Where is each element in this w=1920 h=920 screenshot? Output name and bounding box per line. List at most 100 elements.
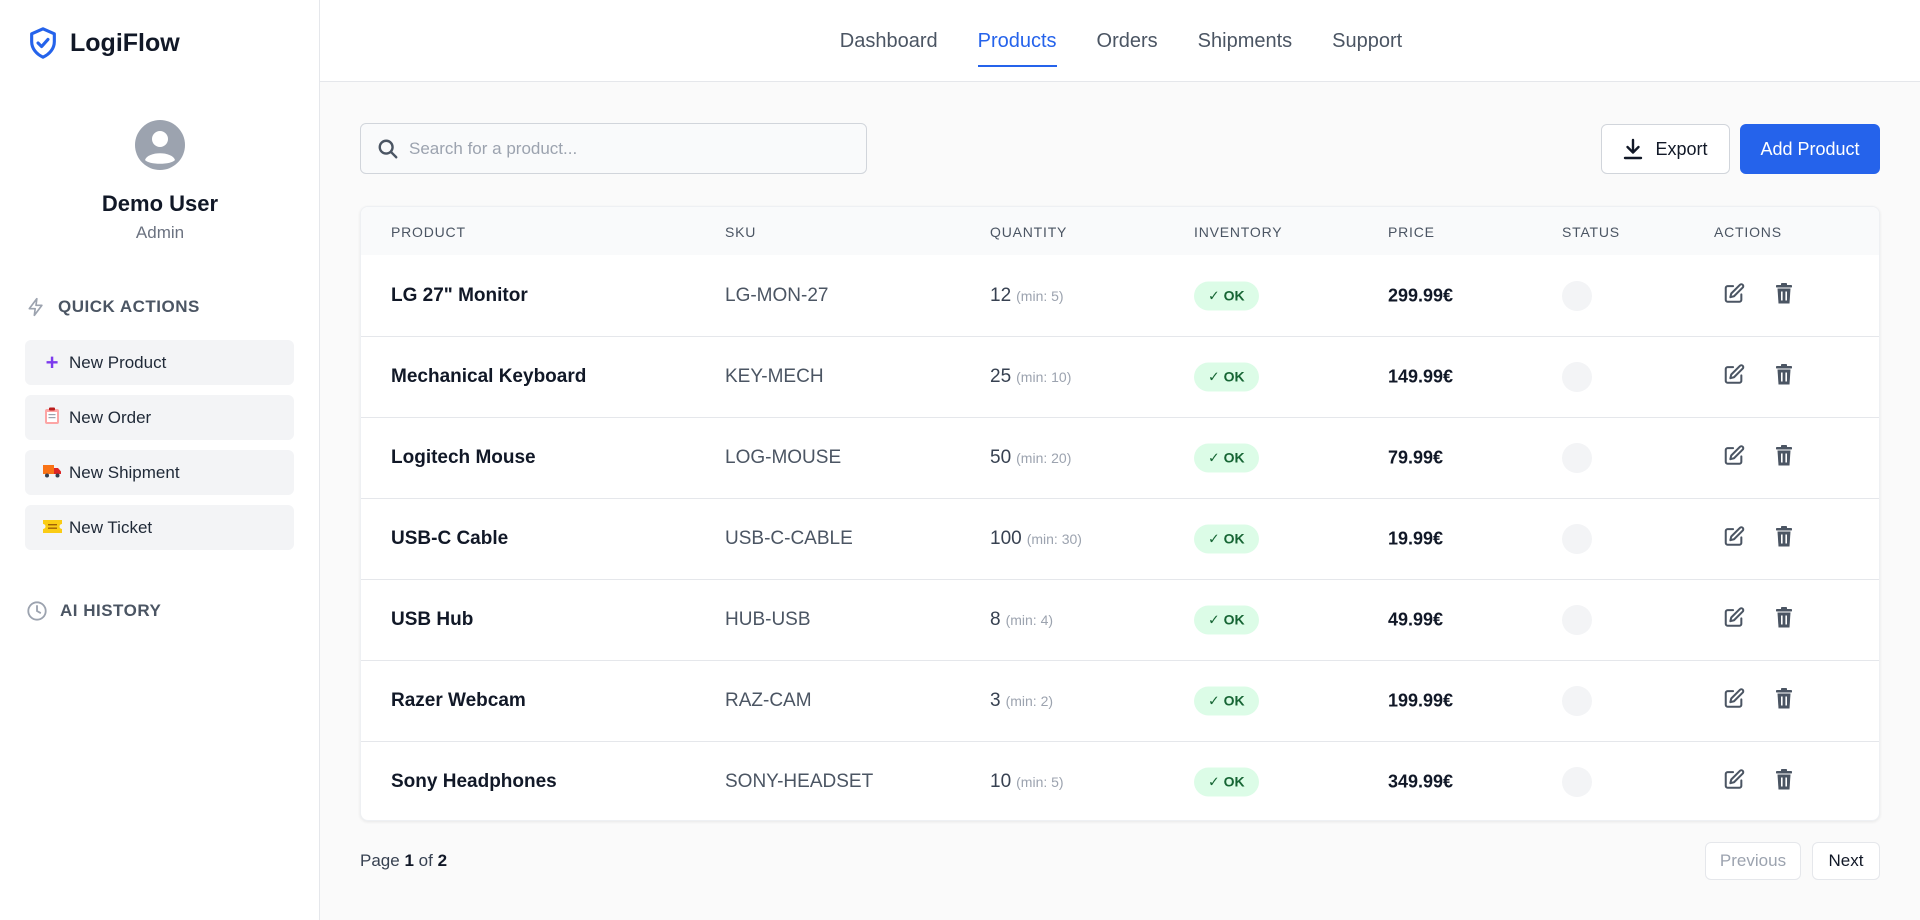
product-name: Razer Webcam <box>391 690 526 711</box>
search-box[interactable] <box>360 123 867 174</box>
status-indicator[interactable] <box>1562 767 1592 797</box>
status-indicator[interactable] <box>1562 443 1592 473</box>
trash-icon[interactable] <box>1774 282 1794 309</box>
quantity-value: 8 <box>990 609 1001 630</box>
search-input[interactable] <box>409 138 849 159</box>
table-row: Sony Headphones SONY-HEADSET 10 (min: 5) ✓ O… <box>361 741 1879 820</box>
product-price: 199.99€ <box>1388 690 1454 711</box>
product-price: 149.99€ <box>1388 366 1454 387</box>
column-header-status[interactable]: STATUS <box>1562 224 1620 240</box>
edit-icon[interactable] <box>1723 526 1745 553</box>
product-quantity: 25 (min: 10) <box>990 366 1071 388</box>
column-header-product[interactable]: PRODUCT <box>391 224 466 240</box>
status-indicator[interactable] <box>1562 362 1592 392</box>
edit-icon[interactable] <box>1723 364 1745 391</box>
new-ticket-button[interactable]: New Ticket <box>25 505 294 550</box>
product-name: USB-C Cable <box>391 528 509 549</box>
download-icon <box>1624 138 1643 160</box>
new-shipment-button[interactable]: New Shipment <box>25 450 294 495</box>
product-name: LG 27" Monitor <box>391 284 528 306</box>
tab-orders[interactable]: Orders <box>1096 30 1158 52</box>
trash-icon[interactable] <box>1774 364 1794 391</box>
search-icon <box>378 139 398 158</box>
new-order-button[interactable]: New Order <box>25 395 294 440</box>
status-indicator[interactable] <box>1562 280 1592 311</box>
trash-icon[interactable] <box>1774 688 1794 715</box>
table-row: Logitech Mouse LOG-MOUSE 50 (min: 20) ✓ OK 79… <box>361 417 1879 498</box>
inventory-badge: ✓ OK <box>1194 362 1259 392</box>
product-name: Logitech Mouse <box>391 447 536 468</box>
quantity-min: (min: 2) <box>1005 693 1054 709</box>
tab-products[interactable]: Products <box>977 0 1057 82</box>
product-quantity: 12 (min: 5) <box>990 285 1064 307</box>
product-sku: LG-MON-27 <box>725 284 829 306</box>
product-sku: HUB-USB <box>725 609 811 630</box>
table-row: USB-C Cable USB-C-CABLE 100 (min: 30) ✓ OK 19… <box>361 498 1879 579</box>
previous-page-button[interactable]: Previous <box>1705 842 1801 880</box>
product-name: USB Hub <box>391 609 474 630</box>
status-indicator[interactable] <box>1562 686 1592 716</box>
quantity-min: (min: 5) <box>1016 287 1064 304</box>
table-row: LG 27" Monitor LG-MON-27 12 (min: 5) ✓ OK 299… <box>361 255 1879 336</box>
table-row: Razer Webcam RAZ-CAM 3 (min: 2) ✓ OK 199.99€ <box>361 660 1879 741</box>
next-page-button[interactable]: Next <box>1812 842 1880 880</box>
product-quantity: 100 (min: 30) <box>990 528 1082 550</box>
inventory-badge: ✓ OK <box>1194 443 1259 473</box>
ai-history-heading[interactable]: AI HISTORY <box>26 600 161 622</box>
edit-icon[interactable] <box>1723 688 1745 715</box>
edit-icon[interactable] <box>1723 445 1745 472</box>
trash-icon[interactable] <box>1774 526 1794 553</box>
tab-dashboard[interactable]: Dashboard <box>839 30 938 52</box>
quantity-value: 12 <box>990 284 1012 306</box>
tab-support[interactable]: Support <box>1332 30 1403 52</box>
column-header-actions: ACTIONS <box>1714 224 1782 240</box>
quick-actions-heading: QUICK ACTIONS <box>26 296 200 318</box>
product-price: 349.99€ <box>1388 771 1454 792</box>
trash-icon[interactable] <box>1774 607 1794 634</box>
new-product-button[interactable]: + New Product <box>25 340 294 385</box>
page-indicator: Page 1 of 2 <box>360 851 448 870</box>
trash-icon[interactable] <box>1774 769 1794 796</box>
product-name: Sony Headphones <box>391 771 557 792</box>
quantity-min: (min: 4) <box>1005 612 1054 628</box>
product-quantity: 10 (min: 5) <box>990 771 1064 793</box>
product-sku: LOG-MOUSE <box>725 447 842 468</box>
quantity-min: (min: 20) <box>1016 450 1072 466</box>
quantity-value: 100 <box>990 528 1022 549</box>
add-product-button[interactable]: Add Product <box>1740 124 1880 174</box>
product-quantity: 3 (min: 2) <box>990 690 1053 712</box>
trash-icon[interactable] <box>1774 445 1794 472</box>
sidebar: LogiFlow Demo User Admin QUICK ACTIONS +… <box>0 0 320 920</box>
product-price: 49.99€ <box>1388 609 1444 630</box>
plus-icon: + <box>45 349 59 375</box>
quantity-min: (min: 30) <box>1026 531 1082 547</box>
table-row: Mechanical Keyboard KEY-MECH 25 (min: 10) ✓ … <box>361 336 1879 417</box>
top-navigation: Dashboard Products Orders Shipments Supp… <box>320 0 1920 82</box>
app-logo[interactable]: LogiFlow <box>26 26 180 60</box>
column-header-inventory[interactable]: INVENTORY <box>1194 224 1283 240</box>
user-role: Admin <box>135 223 185 242</box>
edit-icon[interactable] <box>1723 769 1745 796</box>
column-header-quantity[interactable]: QUANTITY <box>990 224 1068 240</box>
avatar-icon <box>135 120 185 170</box>
quantity-value: 10 <box>990 771 1012 792</box>
products-table: PRODUCT SKU QUANTITY INVENTORY PRICE STA… <box>360 206 1880 821</box>
status-indicator[interactable] <box>1562 524 1592 554</box>
truck-icon <box>43 464 61 481</box>
table-header: PRODUCT SKU QUANTITY INVENTORY PRICE STA… <box>361 207 1879 255</box>
product-sku: USB-C-CABLE <box>725 528 853 549</box>
product-price: 79.99€ <box>1388 447 1444 468</box>
quantity-min: (min: 5) <box>1016 774 1064 790</box>
status-indicator[interactable] <box>1562 605 1592 635</box>
table-row: USB Hub HUB-USB 8 (min: 4) ✓ OK 49.99€ <box>361 579 1879 660</box>
quantity-value: 25 <box>990 366 1012 387</box>
column-header-sku[interactable]: SKU <box>725 224 757 240</box>
edit-icon[interactable] <box>1723 607 1745 634</box>
product-quantity: 8 (min: 4) <box>990 609 1053 631</box>
table-body: LG 27" Monitor LG-MON-27 12 (min: 5) ✓ OK 299… <box>361 255 1879 820</box>
export-button[interactable]: Export <box>1601 124 1730 174</box>
edit-icon[interactable] <box>1723 282 1745 309</box>
column-header-price[interactable]: PRICE <box>1388 224 1435 240</box>
tab-shipments[interactable]: Shipments <box>1197 30 1293 52</box>
product-name: Mechanical Keyboard <box>391 366 587 387</box>
